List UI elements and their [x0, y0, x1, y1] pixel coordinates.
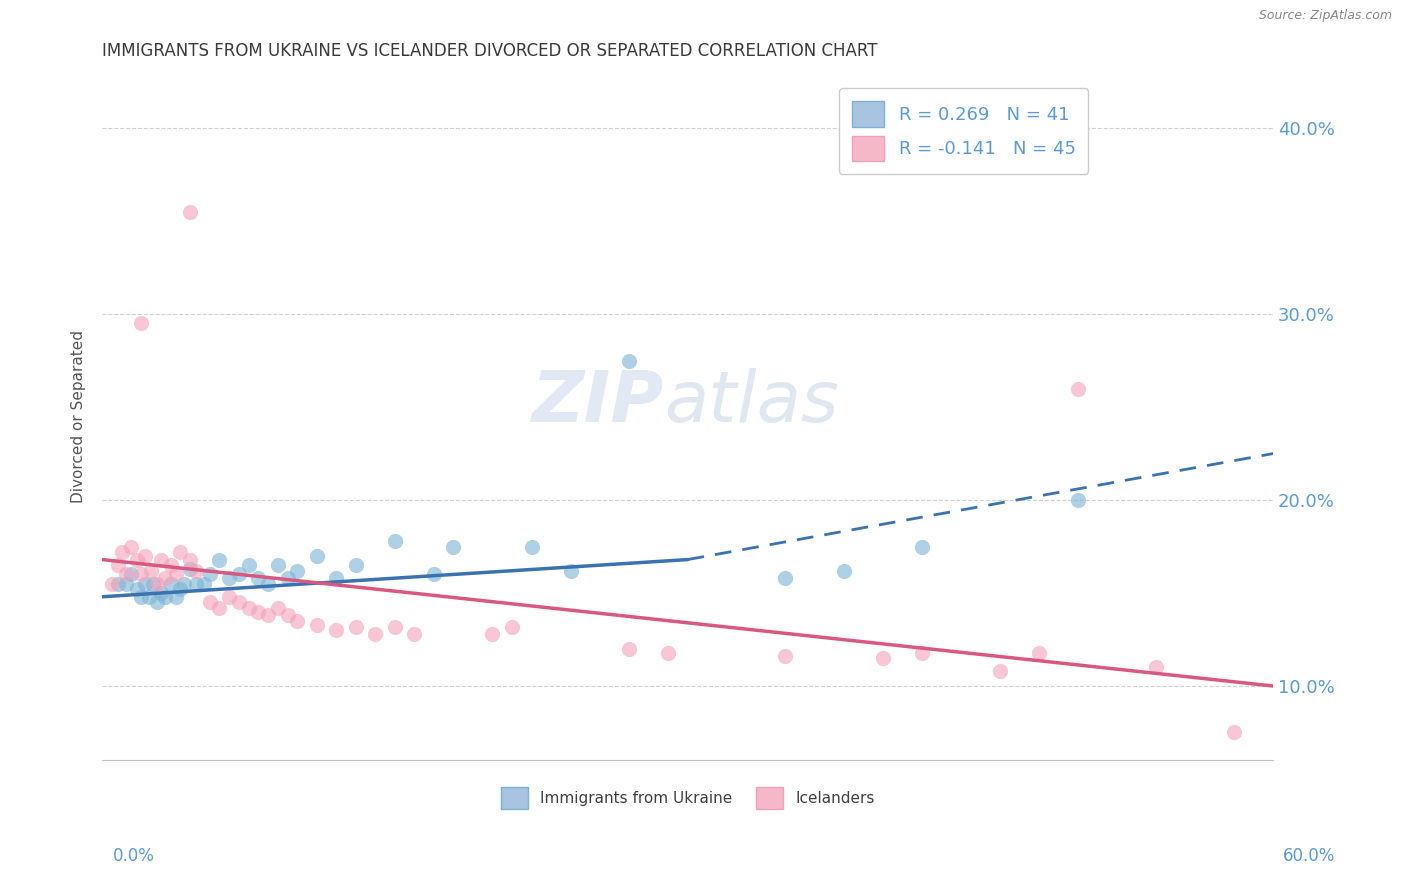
Point	[384, 619, 406, 633]
Point	[911, 646, 934, 660]
Point	[121, 540, 143, 554]
Point	[285, 614, 308, 628]
Point	[501, 619, 523, 633]
Point	[159, 576, 181, 591]
Point	[238, 601, 260, 615]
Point	[228, 567, 250, 582]
Point	[247, 571, 270, 585]
Text: Source: ZipAtlas.com: Source: ZipAtlas.com	[1258, 9, 1392, 22]
Point	[285, 564, 308, 578]
Point	[127, 582, 149, 597]
Point	[218, 590, 240, 604]
Point	[305, 617, 328, 632]
Point	[149, 552, 172, 566]
Point	[267, 558, 290, 573]
Point	[617, 641, 640, 656]
Point	[165, 567, 187, 582]
Point	[179, 205, 201, 219]
Legend: Immigrants from Ukraine, Icelanders: Immigrants from Ukraine, Icelanders	[495, 780, 880, 814]
Point	[384, 533, 406, 548]
Point	[1067, 493, 1090, 508]
Point	[184, 564, 207, 578]
Point	[193, 576, 215, 591]
Point	[832, 564, 855, 578]
Point	[142, 576, 165, 591]
Point	[173, 576, 195, 591]
Point	[911, 540, 934, 554]
Point	[520, 540, 543, 554]
Point	[129, 590, 152, 604]
Point	[305, 549, 328, 563]
Point	[114, 567, 136, 582]
Point	[481, 627, 503, 641]
Point	[139, 564, 162, 578]
Point	[277, 608, 299, 623]
Point	[114, 576, 136, 591]
Point	[617, 353, 640, 368]
Y-axis label: Divorced or Separated: Divorced or Separated	[72, 330, 86, 503]
Point	[107, 558, 129, 573]
Point	[443, 540, 465, 554]
Point	[153, 590, 176, 604]
Point	[169, 545, 191, 559]
Point	[344, 558, 367, 573]
Point	[101, 576, 124, 591]
Point	[184, 576, 207, 591]
Point	[364, 627, 387, 641]
Point	[404, 627, 426, 641]
Point	[1028, 646, 1050, 660]
Point	[218, 571, 240, 585]
Point	[267, 601, 290, 615]
Point	[277, 571, 299, 585]
Point	[325, 571, 347, 585]
Point	[169, 582, 191, 597]
Point	[325, 624, 347, 638]
Text: IMMIGRANTS FROM UKRAINE VS ICELANDER DIVORCED OR SEPARATED CORRELATION CHART: IMMIGRANTS FROM UKRAINE VS ICELANDER DIV…	[103, 42, 877, 60]
Point	[657, 646, 679, 660]
Point	[146, 595, 169, 609]
Point	[107, 576, 129, 591]
Point	[121, 567, 143, 582]
Point	[1223, 725, 1246, 739]
Point	[208, 601, 231, 615]
Point	[134, 576, 156, 591]
Point	[344, 619, 367, 633]
Point	[149, 586, 172, 600]
Point	[773, 649, 796, 664]
Point	[208, 552, 231, 566]
Point	[127, 552, 149, 566]
Point	[1144, 660, 1167, 674]
Point	[138, 590, 160, 604]
Point	[560, 564, 582, 578]
Point	[773, 571, 796, 585]
Point	[257, 576, 280, 591]
Point	[129, 317, 152, 331]
Point	[257, 608, 280, 623]
Point	[198, 567, 221, 582]
Text: 0.0%: 0.0%	[112, 847, 155, 865]
Point	[1067, 382, 1090, 396]
Point	[134, 549, 156, 563]
Point	[228, 595, 250, 609]
Point	[129, 567, 152, 582]
Text: 60.0%: 60.0%	[1284, 847, 1336, 865]
Point	[198, 595, 221, 609]
Point	[872, 651, 894, 665]
Point	[146, 576, 169, 591]
Point	[238, 558, 260, 573]
Point	[153, 571, 176, 585]
Point	[423, 567, 446, 582]
Text: atlas: atlas	[664, 368, 839, 437]
Point	[111, 545, 134, 559]
Point	[179, 552, 201, 566]
Point	[247, 605, 270, 619]
Point	[988, 664, 1011, 678]
Point	[179, 562, 201, 576]
Point	[165, 590, 187, 604]
Text: ZIP: ZIP	[531, 368, 664, 437]
Point	[159, 558, 181, 573]
